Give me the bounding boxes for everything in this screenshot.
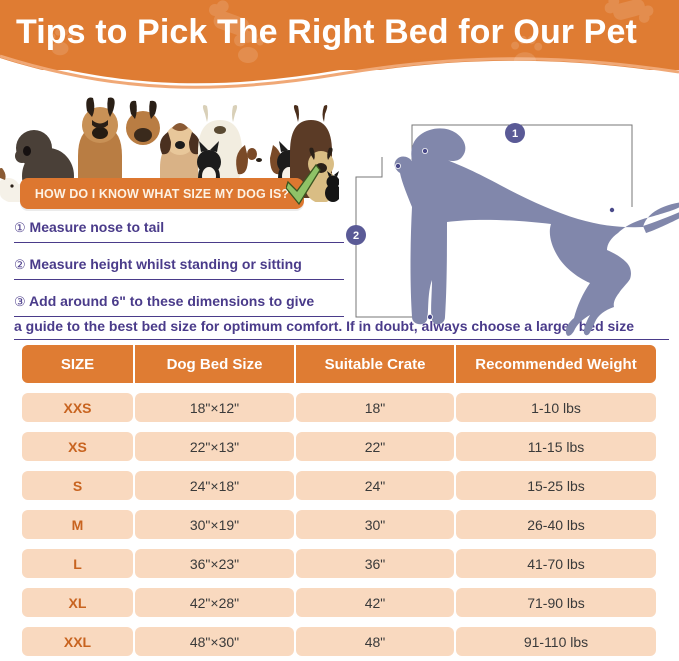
svg-text:2: 2 (353, 230, 359, 242)
svg-text:1: 1 (512, 128, 518, 140)
